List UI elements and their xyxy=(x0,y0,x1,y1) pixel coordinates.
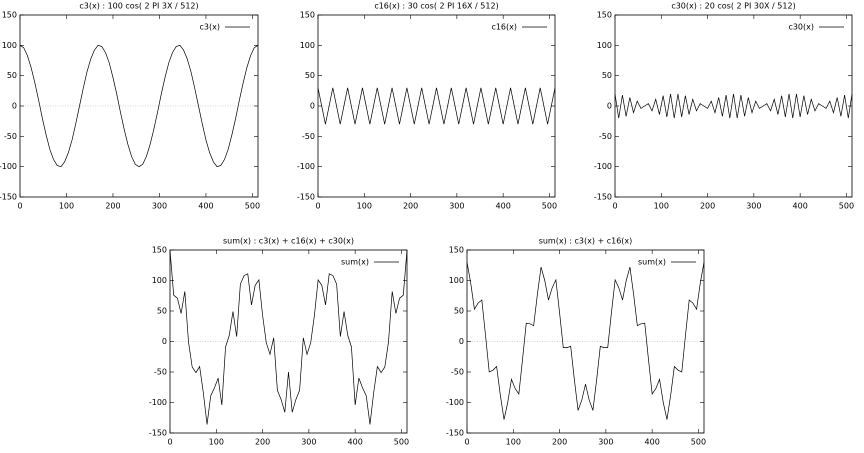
x-tick-label: 300 xyxy=(598,438,613,447)
y-tick-label: 150 xyxy=(2,11,17,20)
plot-frame xyxy=(169,249,408,434)
x-tick-label: 500 xyxy=(542,202,557,211)
plot-frame xyxy=(19,14,259,198)
y-tick-label: 150 xyxy=(152,246,167,255)
x-tick-label: 100 xyxy=(59,202,74,211)
x-tick-label: 200 xyxy=(700,202,715,211)
x-tick-label: 500 xyxy=(691,438,706,447)
y-tick-label: -150 xyxy=(446,429,464,438)
y-tick-label: -50 xyxy=(451,368,464,377)
y-tick-label: 100 xyxy=(2,41,17,50)
y-tick-label: 150 xyxy=(597,11,612,20)
y-tick-label: -150 xyxy=(297,193,315,202)
plot-frame xyxy=(317,14,556,198)
x-tick-label: 200 xyxy=(403,202,418,211)
chart-title: c3(x) : 100 cos( 2 PI 3X / 512) xyxy=(79,2,198,11)
x-tick-label: 0 xyxy=(612,202,617,211)
x-tick-label: 400 xyxy=(348,438,363,447)
y-tick-label: 0 xyxy=(12,102,17,111)
y-tick-label: 50 xyxy=(7,71,17,80)
chart-title: sum(x) : c3(x) + c16(x) xyxy=(539,237,633,246)
x-tick-label: 400 xyxy=(793,202,808,211)
x-tick-label: 400 xyxy=(645,438,660,447)
x-tick-label: 200 xyxy=(552,438,567,447)
plot-frame xyxy=(614,14,853,198)
x-tick-label: 500 xyxy=(394,438,409,447)
x-tick-label: 100 xyxy=(506,438,521,447)
y-tick-label: -100 xyxy=(446,398,464,407)
chart-title: c16(x) : 30 cos( 2 PI 16X / 512) xyxy=(374,2,498,11)
y-tick-label: 100 xyxy=(300,41,315,50)
legend-label: c16(x) xyxy=(491,23,517,32)
x-tick-label: 0 xyxy=(315,202,320,211)
x-tick-label: 300 xyxy=(152,202,167,211)
x-tick-label: 500 xyxy=(245,202,260,211)
x-tick-label: 0 xyxy=(464,438,469,447)
legend-label: sum(x) xyxy=(638,258,666,267)
x-tick-label: 400 xyxy=(496,202,511,211)
legend-label: c3(x) xyxy=(200,23,220,32)
y-tick-label: 0 xyxy=(459,337,464,346)
line-series xyxy=(614,93,853,119)
x-tick-label: 300 xyxy=(301,438,316,447)
line-series xyxy=(466,262,705,420)
chart-title: c30(x) : 20 cos( 2 PI 30X / 512) xyxy=(671,2,795,11)
y-tick-label: -100 xyxy=(0,162,17,171)
plot-frame xyxy=(466,249,705,434)
x-tick-label: 100 xyxy=(357,202,372,211)
x-tick-label: 300 xyxy=(449,202,464,211)
y-tick-label: 100 xyxy=(152,276,167,285)
subplot: c3(x) : 100 cos( 2 PI 3X / 512) -150 -100 -… xyxy=(0,2,260,211)
subplot: c16(x) : 30 cos( 2 PI 16X / 512) -150 -100… xyxy=(297,2,557,211)
y-tick-label: 150 xyxy=(300,11,315,20)
y-tick-label: 50 xyxy=(157,307,167,316)
x-tick-label: 200 xyxy=(255,438,270,447)
y-tick-label: 0 xyxy=(607,102,612,111)
x-tick-label: 100 xyxy=(209,438,224,447)
x-tick-label: 0 xyxy=(167,438,172,447)
y-tick-label: 50 xyxy=(454,307,464,316)
x-tick-label: 300 xyxy=(746,202,761,211)
y-tick-label: 50 xyxy=(305,71,315,80)
y-tick-label: -50 xyxy=(4,132,17,141)
y-tick-label: -100 xyxy=(594,162,612,171)
y-tick-label: 50 xyxy=(602,71,612,80)
subplot: c30(x) : 20 cos( 2 PI 30X / 512) -150 -100… xyxy=(594,2,854,211)
x-tick-label: 200 xyxy=(105,202,120,211)
legend-label: sum(x) xyxy=(341,258,369,267)
line-series xyxy=(169,249,408,425)
y-tick-label: -150 xyxy=(0,193,17,202)
legend-label: c30(x) xyxy=(788,23,814,32)
chart-title: sum(x) : c3(x) + c16(x) + c30(x) xyxy=(223,237,354,246)
x-tick-label: 100 xyxy=(654,202,669,211)
y-tick-label: 0 xyxy=(310,102,315,111)
y-tick-label: 100 xyxy=(449,276,464,285)
y-tick-label: -100 xyxy=(297,162,315,171)
subplot: sum(x) : c3(x) + c16(x) + c30(x) -150 -100… xyxy=(149,237,409,447)
y-tick-label: 0 xyxy=(162,337,167,346)
y-tick-label: -150 xyxy=(594,193,612,202)
line-series xyxy=(317,87,556,125)
y-tick-label: 100 xyxy=(597,41,612,50)
line-series xyxy=(19,44,259,168)
subplot: sum(x) : c3(x) + c16(x) -150 -100 -50 0 50 100… xyxy=(446,237,706,447)
x-tick-label: 400 xyxy=(198,202,213,211)
y-tick-label: -100 xyxy=(149,398,167,407)
x-tick-label: 0 xyxy=(17,202,22,211)
y-tick-label: -50 xyxy=(599,132,612,141)
y-tick-label: -50 xyxy=(154,368,167,377)
y-tick-label: -150 xyxy=(149,429,167,438)
y-tick-label: 150 xyxy=(449,246,464,255)
x-tick-label: 500 xyxy=(839,202,854,211)
y-tick-label: -50 xyxy=(302,132,315,141)
